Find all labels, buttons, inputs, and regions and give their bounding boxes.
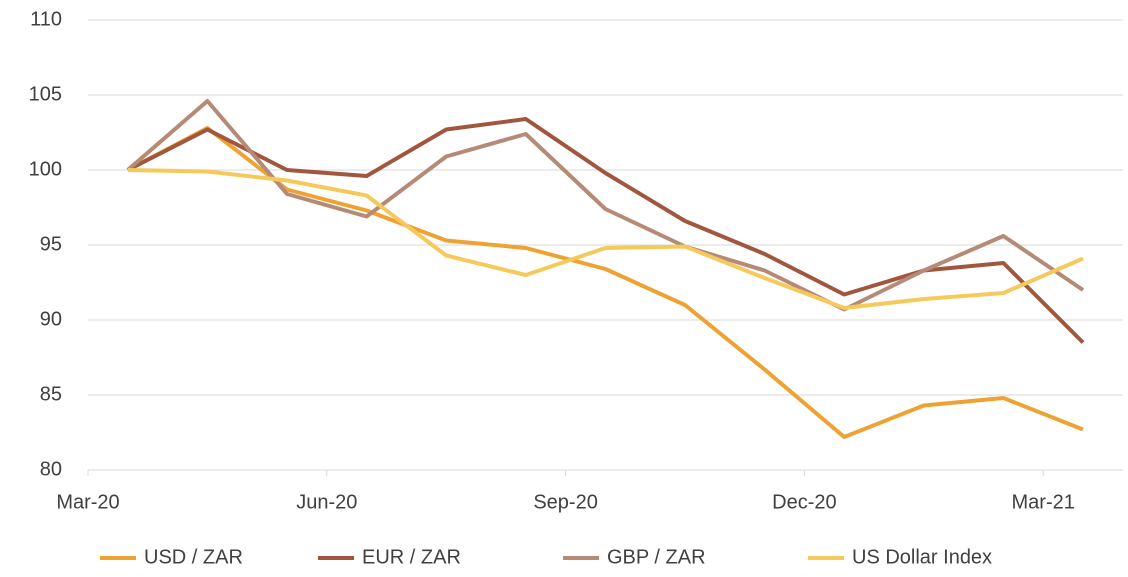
- y-tick-label: 80: [40, 458, 62, 480]
- x-tick-label: Dec-20: [772, 491, 836, 513]
- legend-label: USD / ZAR: [144, 546, 243, 568]
- y-tick-label: 95: [40, 233, 62, 255]
- line-series: [127, 168, 1084, 310]
- x-tick-label: Sep-20: [533, 491, 598, 513]
- x-tick-label: Mar-20: [56, 491, 119, 513]
- y-tick-label: 110: [30, 8, 62, 30]
- legend-label: EUR / ZAR: [362, 546, 461, 568]
- y-tick-label: 90: [40, 308, 62, 330]
- y-tick-label: 100: [29, 158, 62, 180]
- x-tick-label: Jun-20: [296, 491, 357, 513]
- legend-label: GBP / ZAR: [607, 546, 706, 568]
- x-tick-label: Mar-21: [1012, 491, 1075, 513]
- line-series: [126, 117, 1085, 344]
- y-tick-label: 105: [29, 83, 62, 105]
- y-tick-label: 85: [40, 383, 62, 405]
- line-series: [126, 126, 1084, 439]
- legend-label: US Dollar Index: [852, 546, 992, 568]
- line-series: [126, 99, 1085, 312]
